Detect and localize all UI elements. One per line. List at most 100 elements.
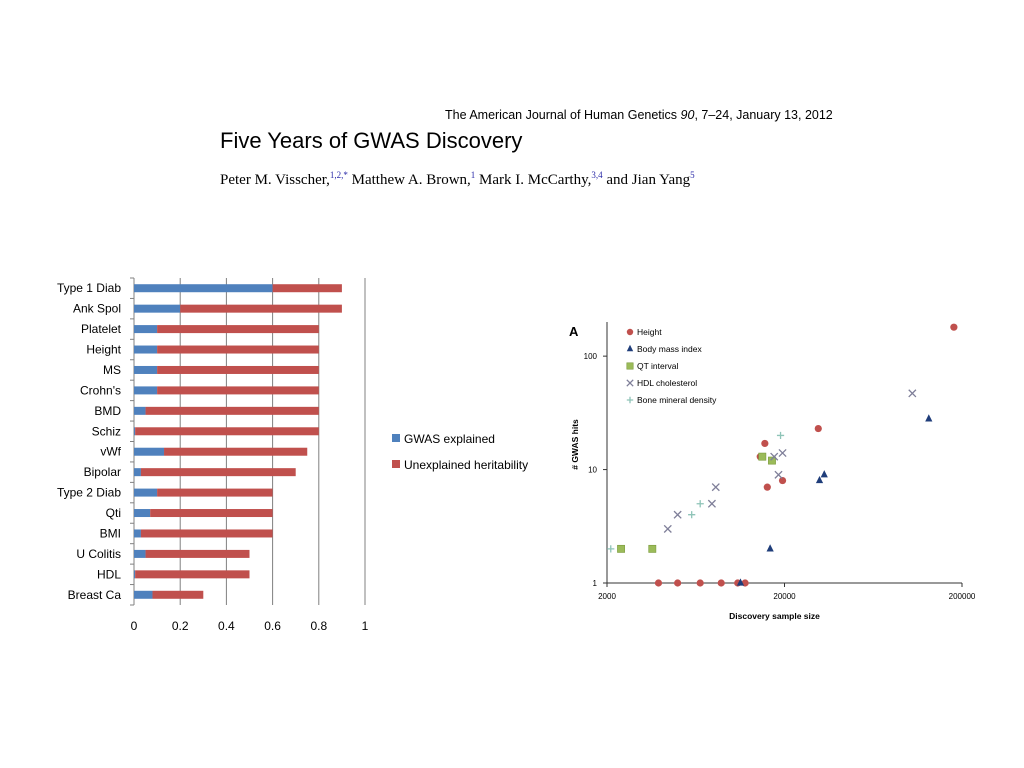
paper-title: Five Years of GWAS Discovery [220,128,523,153]
data-point [654,579,663,587]
bar-segment [134,284,273,293]
bar-segment [134,345,158,354]
category-label: Breast Ca [68,588,122,602]
data-point [688,511,696,519]
author-affiliation: 5 [690,170,695,180]
bar-segment [134,304,181,313]
journal-name: The American Journal of Human Genetics [445,108,678,122]
bar-segment [157,488,273,497]
data-point [696,579,704,587]
bar-segment [272,284,342,293]
bar-segment [180,304,342,313]
data-point [696,500,704,508]
author-affiliation: 1 [470,170,476,180]
data-point [674,579,682,587]
data-point [770,452,779,461]
category-label: Type 1 Diab [57,281,121,295]
legend-label: HDL cholesterol [637,378,697,388]
category-label: vWf [100,445,121,459]
bar-segment [134,509,151,518]
category-label: Ank Spol [73,302,121,316]
data-point [925,414,933,422]
x-tick-label: 0.4 [218,619,235,633]
author-name: Peter M. Visscher, [220,172,330,188]
bar-segment [152,590,204,599]
data-point [815,475,824,484]
y-tick-label: 10 [588,466,597,475]
legend-label: Height [637,327,662,337]
data-point [711,483,720,492]
legend-label: Unexplained heritability [404,458,528,472]
bar-segment [134,325,158,334]
author-affiliation: 3,4 [591,170,603,180]
author-affiliation: 1,2,* [329,170,348,180]
bar-segment [150,509,273,518]
bar-segment [134,529,141,538]
x-tick-label: 200000 [949,592,976,601]
data-point [776,431,785,440]
journal-pages: , 7–24, January 13, 2012 [694,108,833,122]
category-label: Schiz [92,424,121,438]
x-tick-label: 0 [131,619,138,633]
data-point [778,448,787,458]
legend-label: Bone mineral density [637,395,717,405]
x-tick-label: 0.8 [310,619,327,633]
data-point [626,328,634,336]
x-tick-label: 0.6 [264,619,281,633]
data-point [763,483,771,491]
category-label: HDL [97,567,121,581]
category-label: Height [86,343,121,357]
data-point [626,379,634,387]
category-label: U Colitis [76,547,121,561]
data-point [626,344,634,352]
data-point [820,470,828,478]
author-name: and Jian Yang [602,172,691,188]
x-tick-label: 1 [362,619,369,633]
bar-segment [134,570,136,579]
bar-segment [157,365,319,374]
author-name: Mark I. McCarthy, [475,172,592,188]
legend-swatch [392,434,400,442]
bar-segment [140,529,273,538]
y-axis-title: # GWAS hits [570,419,580,470]
data-point [663,524,672,533]
bar-segment [145,406,319,415]
bar-segment [135,570,250,579]
data-point [950,323,958,331]
data-point [774,470,783,479]
x-tick-label: 2000 [598,592,616,601]
category-label: Bipolar [84,465,121,479]
data-point [707,499,716,508]
bar-segment [134,590,153,599]
bar-segment [134,447,165,456]
bar-segment [134,488,158,497]
x-tick-label: 0.2 [172,619,189,633]
bar-segment [140,468,296,477]
category-label: Platelet [81,322,122,336]
data-point [766,544,774,552]
bar-segment [134,427,136,436]
data-point [626,396,634,404]
data-point [673,510,682,519]
bar-segment [157,345,319,354]
legend-label: Body mass index [637,344,702,354]
category-label: Qti [106,506,121,520]
data-point [768,456,776,465]
x-axis-title: Discovery sample size [729,611,820,621]
legend-swatch [392,460,400,468]
data-point [814,424,822,433]
data-point [626,362,634,370]
author-list: Peter M. Visscher,1,2,* Matthew A. Brown… [220,170,695,189]
data-point [607,545,615,553]
category-label: BMD [94,404,121,418]
data-point [717,579,725,587]
y-tick-label: 1 [593,579,598,588]
journal-volume: 90 [680,108,695,122]
author-name: Matthew A. Brown, [347,172,471,188]
legend-label: GWAS explained [404,432,495,446]
category-label: Crohn's [80,383,121,397]
data-point [648,544,657,553]
x-tick-label: 20000 [773,592,796,601]
